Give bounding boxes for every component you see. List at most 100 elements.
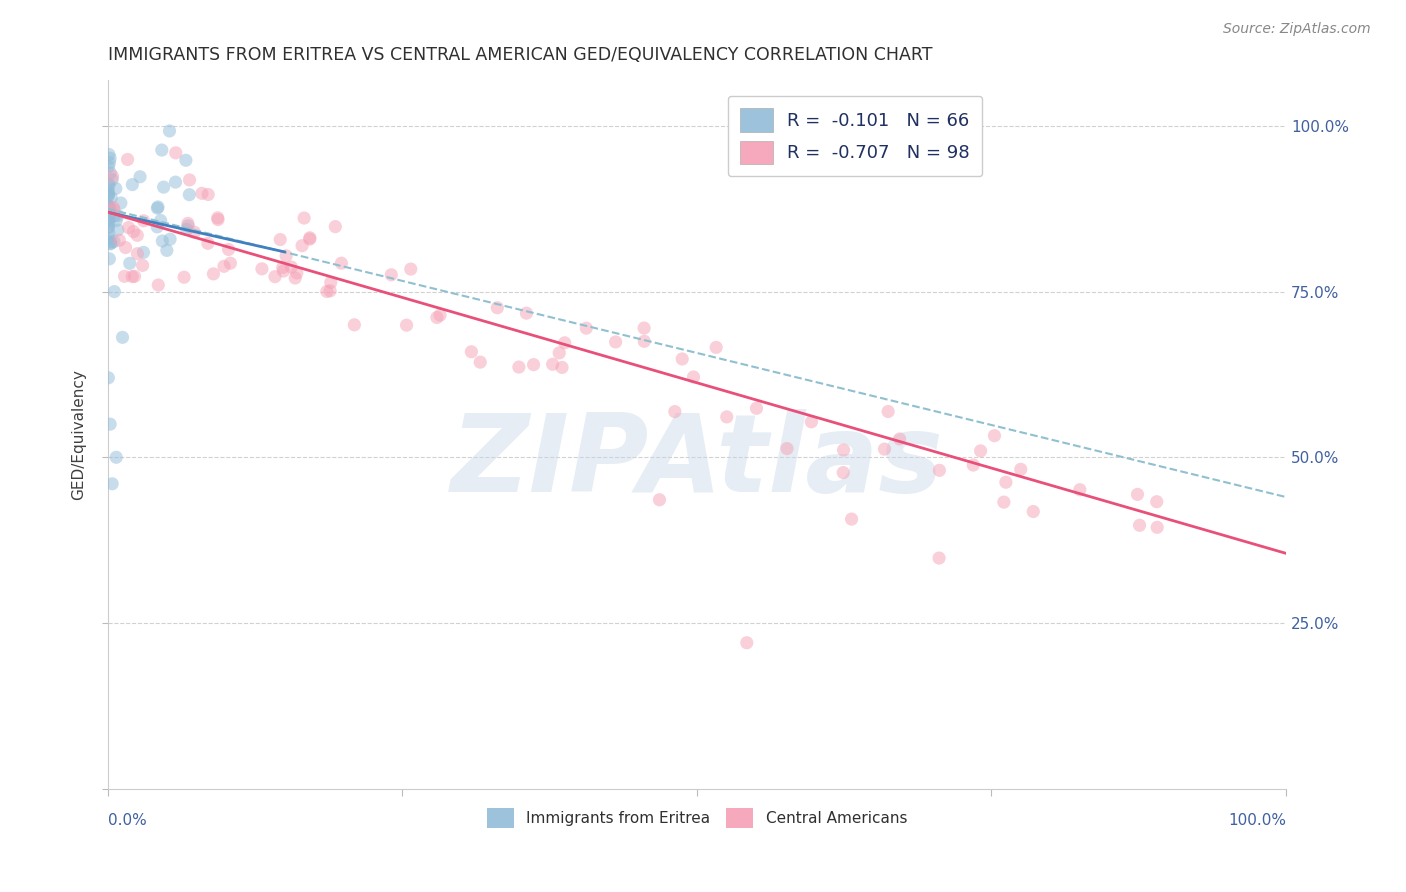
Point bbox=[1146, 520, 1168, 534]
Point bbox=[97, 177, 120, 191]
Point bbox=[735, 636, 758, 650]
Point bbox=[179, 187, 201, 202]
Point bbox=[159, 232, 181, 246]
Y-axis label: GED/Equivalency: GED/Equivalency bbox=[72, 368, 86, 500]
Text: 100.0%: 100.0% bbox=[1227, 814, 1286, 829]
Point bbox=[551, 360, 574, 375]
Point bbox=[648, 492, 671, 507]
Point bbox=[395, 318, 418, 333]
Point bbox=[399, 262, 422, 277]
Point bbox=[107, 209, 129, 223]
Point bbox=[114, 241, 136, 255]
Point bbox=[129, 169, 152, 184]
Point bbox=[122, 225, 145, 239]
Point bbox=[107, 223, 129, 237]
Point bbox=[146, 201, 169, 215]
Point bbox=[177, 216, 200, 230]
Point bbox=[98, 155, 121, 169]
Point bbox=[873, 442, 896, 456]
Point bbox=[159, 124, 181, 138]
Point bbox=[100, 235, 122, 249]
Point bbox=[97, 213, 120, 227]
Point bbox=[146, 219, 169, 234]
Point bbox=[97, 207, 120, 221]
Point bbox=[98, 215, 121, 229]
Point bbox=[276, 249, 298, 263]
Point bbox=[148, 278, 170, 293]
Point bbox=[319, 284, 342, 298]
Point bbox=[103, 235, 125, 249]
Point bbox=[800, 415, 823, 429]
Point bbox=[219, 256, 242, 270]
Point bbox=[554, 335, 576, 350]
Point bbox=[1126, 487, 1149, 501]
Point bbox=[146, 200, 169, 214]
Point bbox=[486, 301, 509, 315]
Point bbox=[515, 306, 537, 320]
Point bbox=[671, 351, 693, 366]
Text: ZIPAtlas: ZIPAtlas bbox=[450, 409, 943, 516]
Point bbox=[97, 231, 120, 245]
Point bbox=[682, 370, 704, 384]
Point bbox=[426, 310, 449, 325]
Point bbox=[97, 201, 120, 215]
Point bbox=[97, 220, 120, 235]
Point bbox=[97, 187, 120, 202]
Point bbox=[117, 153, 139, 167]
Point bbox=[315, 285, 337, 299]
Point bbox=[380, 268, 402, 282]
Point bbox=[704, 340, 727, 354]
Point bbox=[117, 220, 139, 235]
Point bbox=[165, 145, 187, 160]
Point bbox=[191, 186, 214, 201]
Point bbox=[152, 180, 174, 194]
Point bbox=[114, 269, 136, 284]
Point bbox=[207, 211, 229, 225]
Point bbox=[962, 458, 984, 472]
Point bbox=[541, 357, 564, 371]
Point bbox=[1010, 462, 1032, 476]
Point bbox=[1069, 483, 1091, 497]
Point bbox=[97, 220, 120, 235]
Point bbox=[108, 233, 131, 247]
Point bbox=[291, 238, 314, 252]
Point bbox=[319, 276, 342, 290]
Point bbox=[105, 450, 128, 465]
Point bbox=[97, 160, 120, 174]
Point bbox=[250, 261, 273, 276]
Point bbox=[197, 236, 219, 251]
Point bbox=[197, 187, 219, 202]
Point bbox=[97, 202, 120, 217]
Point bbox=[174, 153, 197, 168]
Point bbox=[889, 432, 911, 446]
Point bbox=[97, 202, 120, 216]
Point bbox=[98, 417, 121, 432]
Point bbox=[101, 169, 124, 184]
Point bbox=[97, 203, 120, 218]
Point bbox=[983, 428, 1005, 442]
Point bbox=[176, 222, 198, 236]
Point bbox=[101, 476, 124, 491]
Point bbox=[103, 285, 125, 299]
Legend: Immigrants from Eritrea, Central Americans: Immigrants from Eritrea, Central America… bbox=[481, 802, 912, 834]
Point bbox=[97, 199, 120, 213]
Point bbox=[103, 209, 125, 223]
Point bbox=[110, 196, 132, 211]
Point bbox=[285, 266, 308, 280]
Point bbox=[127, 228, 149, 243]
Point bbox=[97, 211, 120, 226]
Point bbox=[325, 219, 347, 234]
Point bbox=[97, 147, 120, 161]
Point bbox=[298, 231, 321, 245]
Point bbox=[994, 475, 1017, 490]
Point bbox=[832, 466, 855, 480]
Point bbox=[100, 236, 122, 251]
Point bbox=[343, 318, 366, 332]
Point bbox=[150, 143, 173, 157]
Point bbox=[132, 214, 155, 228]
Point bbox=[101, 172, 124, 186]
Point bbox=[98, 151, 121, 165]
Point bbox=[179, 173, 201, 187]
Point bbox=[103, 202, 125, 217]
Point bbox=[97, 226, 120, 240]
